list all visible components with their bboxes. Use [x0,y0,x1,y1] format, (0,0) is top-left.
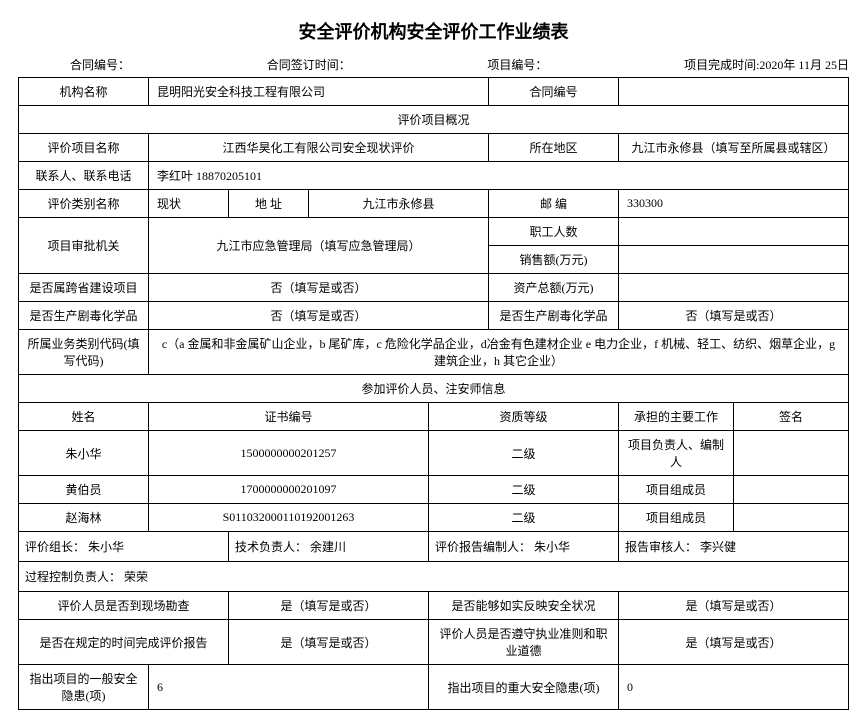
p3-cert: S011032000110192001263 [148,504,428,532]
asset-value [619,274,849,302]
finish-date-value: 2020年 11月 25日 [759,58,849,72]
section1-header: 评价项目概况 [18,106,848,134]
th-work: 承担的主要工作 [619,403,734,431]
toxic-label: 是否生产剧毒化学品 [18,302,148,330]
ethic-value: 是（填写是或否） [619,620,849,665]
p1-level: 二级 [428,431,618,476]
p2-sign [734,476,849,504]
sales-label: 销售额(万元) [489,246,619,274]
general-value: 6 [148,665,428,710]
code-label: 所属业务类别代码(填写代码) [18,330,148,375]
p3-name: 赵海林 [18,504,148,532]
contact-value: 李红叶 18870205101 [148,162,848,190]
p2-cert: 1700000000201097 [148,476,428,504]
proj-name-label: 评价项目名称 [18,134,148,162]
p3-level: 二级 [428,504,618,532]
ethic-label: 评价人员是否遵守执业准则和职业道德 [428,620,618,665]
p2-work: 项目组成员 [619,476,734,504]
contract-no2-value [619,78,849,106]
cross-value: 否（填写是或否） [148,274,488,302]
proj-name-value: 江西华昊化工有限公司安全现状评价 [148,134,488,162]
org-value: 昆明阳光安全科技工程有限公司 [148,78,488,106]
th-name: 姓名 [18,403,148,431]
onsite-value: 是（填写是或否） [228,592,428,620]
th-sign: 签名 [734,403,849,431]
truth-label: 是否能够如实反映安全状况 [428,592,618,620]
finish-label: 项目完成时间: [684,58,759,72]
contact-label: 联系人、联系电话 [18,162,148,190]
page-title: 安全评价机构安全评价工作业绩表 [10,18,857,44]
code-value: c（a 金属和非金属矿山企业，b 尾矿库，c 危险化学品企业，d冶金有色建材企业… [148,330,848,375]
addr-value: 九江市永修县 [308,190,488,218]
contract-no2-label: 合同编号 [489,78,619,106]
p2-level: 二级 [428,476,618,504]
table-row: 朱小华 1500000000201257 二级 项目负责人、编制人 [18,431,848,476]
region-value: 九江市永修县（填写至所属县或辖区） [619,134,849,162]
toxic2-value: 否（填写是或否） [619,302,849,330]
toxic2-label: 是否生产剧毒化学品 [489,302,619,330]
approve-value: 九江市应急管理局（填写应急管理局） [148,218,488,274]
post-value: 330300 [619,190,849,218]
meta-row: 合同编号： 合同签订时间： 项目编号： 项目完成时间:2020年 11月 25日 [10,56,857,77]
table-row: 黄伯员 1700000000201097 二级 项目组成员 [18,476,848,504]
editor-label: 评价报告编制人： 朱小华 [428,532,618,562]
p1-name: 朱小华 [18,431,148,476]
th-level: 资质等级 [428,403,618,431]
cat-value: 现状 [148,190,228,218]
p2-name: 黄伯员 [18,476,148,504]
major-value: 0 [619,665,849,710]
tech-label: 技术负责人： 余建川 [228,532,428,562]
staff-value [619,218,849,246]
toxic-value: 否（填写是或否） [148,302,488,330]
table-row: 赵海林 S011032000110192001263 二级 项目组成员 [18,504,848,532]
addr-label: 地 址 [228,190,308,218]
onsite-label: 评价人员是否到现场勘查 [18,592,228,620]
general-label: 指出项目的一般安全隐患(项) [18,665,148,710]
section2-header: 参加评价人员、注安师信息 [18,375,848,403]
ontime-value: 是（填写是或否） [228,620,428,665]
leader-label: 评价组长： 朱小华 [18,532,228,562]
contract-date-label: 合同签订时间： [267,58,351,72]
p1-cert: 1500000000201257 [148,431,428,476]
staff-label: 职工人数 [489,218,619,246]
p1-work: 项目负责人、编制人 [619,431,734,476]
th-cert: 证书编号 [148,403,428,431]
project-no-label: 项目编号： [487,58,547,72]
reviewer-label: 报告审核人： 李兴健 [619,532,849,562]
org-label: 机构名称 [18,78,148,106]
proc-label: 过程控制负责人： 荣荣 [18,562,848,592]
major-label: 指出项目的重大安全隐患(项) [428,665,618,710]
post-label: 邮 编 [489,190,619,218]
sales-value [619,246,849,274]
contract-no-label: 合同编号： [70,58,130,72]
p3-sign [734,504,849,532]
truth-value: 是（填写是或否） [619,592,849,620]
cat-label: 评价类别名称 [18,190,148,218]
performance-table: 机构名称 昆明阳光安全科技工程有限公司 合同编号 评价项目概况 评价项目名称 江… [18,77,849,710]
p1-sign [734,431,849,476]
cross-label: 是否属跨省建设项目 [18,274,148,302]
approve-label: 项目审批机关 [18,218,148,274]
asset-label: 资产总额(万元) [489,274,619,302]
ontime-label: 是否在规定的时间完成评价报告 [18,620,228,665]
region-label: 所在地区 [489,134,619,162]
p3-work: 项目组成员 [619,504,734,532]
